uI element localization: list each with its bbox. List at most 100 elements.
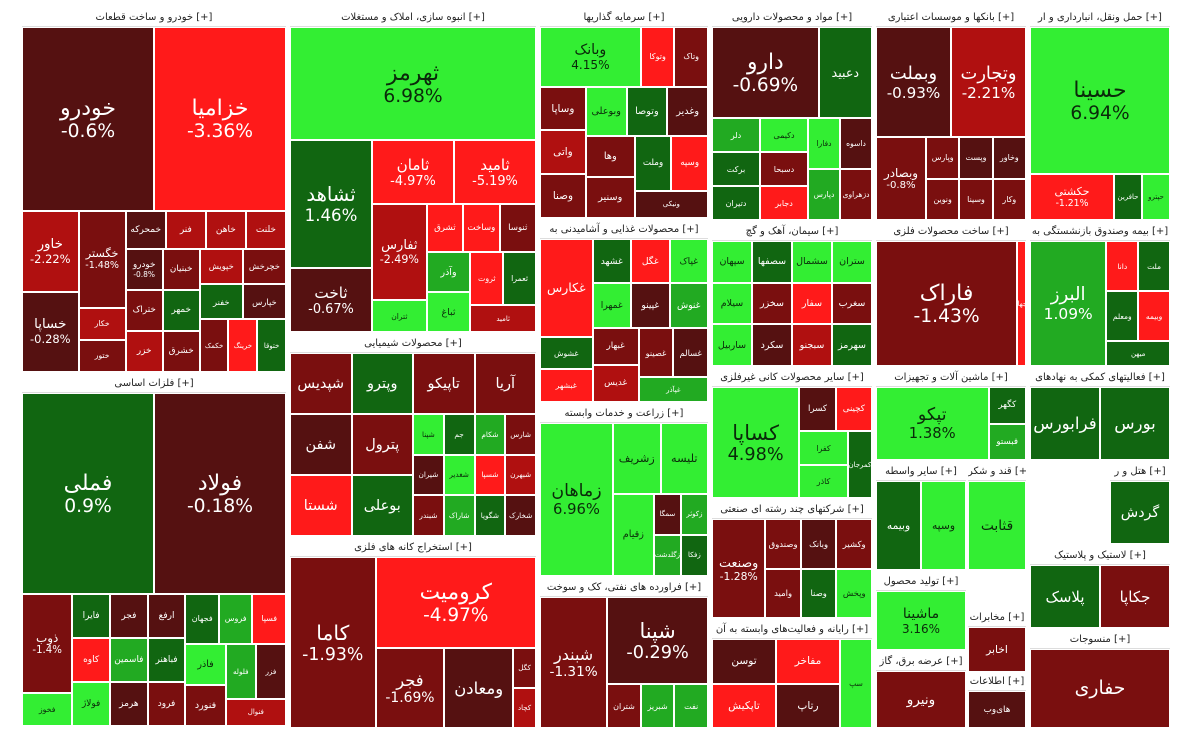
stock-tile[interactable]: حافرین: [1114, 174, 1142, 220]
stock-tile[interactable]: فروس: [218, 594, 253, 644]
stock-tile[interactable]: کفرا: [799, 431, 848, 465]
stock-tile[interactable]: اخابر: [968, 627, 1026, 672]
stock-tile[interactable]: خاهن: [205, 211, 246, 249]
stock-tile[interactable]: غپینو: [631, 283, 670, 328]
sector-header[interactable]: منسوجات [+]: [1030, 632, 1170, 649]
stock-tile[interactable]: فجر -1.69%: [375, 648, 445, 728]
stock-tile[interactable]: حفاری: [1030, 649, 1170, 728]
stock-tile[interactable]: پترول: [351, 414, 413, 475]
stock-tile[interactable]: ثروت: [470, 252, 504, 306]
stock-tile[interactable]: ثنوسا: [499, 204, 536, 253]
stock-tile[interactable]: ونیرو: [876, 671, 966, 728]
stock-tile[interactable]: ومعادن: [444, 648, 514, 728]
sector-header[interactable]: فراورده های نفتی، کک و سوخت [+]: [540, 580, 708, 597]
sector-header[interactable]: تولید محصول [+]: [876, 574, 966, 591]
sector-header[interactable]: لاستیک و پلاستیک [+]: [1030, 548, 1170, 565]
stock-tile[interactable]: غصینو: [638, 327, 674, 378]
stock-tile[interactable]: وبانک 4.15%: [540, 27, 641, 87]
sector-header[interactable]: عرضه برق، گاز [+]: [876, 654, 966, 671]
stock-tile[interactable]: ذوب -1.4%: [22, 594, 73, 693]
stock-tile[interactable]: وها: [585, 135, 635, 177]
stock-tile[interactable]: واميد: [765, 568, 801, 618]
stock-tile[interactable]: زقیام: [613, 493, 654, 576]
stock-tile[interactable]: توسن: [712, 639, 776, 684]
stock-tile[interactable]: ملت: [1138, 241, 1170, 291]
stock-tile[interactable]: سپ: [840, 639, 872, 728]
stock-tile[interactable]: ونیکی: [634, 190, 708, 218]
stock-tile[interactable]: فاسمین: [110, 638, 148, 682]
stock-tile[interactable]: تاپکیش: [712, 683, 776, 728]
stock-tile[interactable]: غکارس: [540, 239, 593, 337]
stock-tile[interactable]: وساخت: [463, 204, 500, 253]
stock-tile[interactable]: کگهر: [988, 387, 1026, 424]
stock-tile[interactable]: تاپیکو: [413, 353, 475, 414]
stock-tile[interactable]: قثابت: [968, 481, 1026, 570]
stock-tile[interactable]: خپویش: [199, 248, 243, 285]
stock-tile[interactable]: فاراک -1.43%: [876, 241, 1018, 366]
stock-tile[interactable]: فباهنر: [147, 638, 186, 682]
sector-header[interactable]: سایر واسطه [+]: [876, 464, 966, 481]
stock-tile[interactable]: فرود: [147, 682, 186, 726]
stock-tile[interactable]: حپترو: [1142, 174, 1170, 220]
stock-tile[interactable]: واتی: [540, 130, 586, 175]
sector-header[interactable]: سایر محصولات کانی غیرفلزی [+]: [712, 370, 872, 387]
stock-tile[interactable]: دپارس: [808, 169, 840, 220]
stock-tile[interactable]: شکام: [474, 414, 506, 455]
stock-tile[interactable]: فبستو: [988, 423, 1026, 460]
stock-tile[interactable]: خرینگ: [228, 319, 258, 372]
stock-tile[interactable]: غسالم: [673, 327, 708, 378]
stock-tile[interactable]: وپخش: [836, 568, 872, 618]
stock-tile[interactable]: ثفارس -2.49%: [372, 204, 427, 301]
stock-tile[interactable]: وصنا: [800, 568, 837, 618]
sector-header[interactable]: مواد و محصولات دارویی [+]: [712, 10, 872, 27]
stock-tile[interactable]: وصنا: [540, 174, 586, 218]
stock-tile[interactable]: وسنیر: [585, 176, 635, 218]
stock-tile[interactable]: زکوثر: [680, 493, 708, 535]
stock-tile[interactable]: وملت: [634, 135, 672, 191]
stock-tile[interactable]: دفارا: [808, 118, 840, 170]
stock-tile[interactable]: نفت: [674, 684, 708, 728]
stock-tile[interactable]: خزامیا -3.36%: [154, 27, 286, 211]
stock-tile[interactable]: سبجنو: [792, 324, 832, 366]
sector-header[interactable]: ساخت محصولات فلزی [+]: [876, 224, 1026, 241]
stock-tile[interactable]: ثامید: [470, 305, 536, 332]
stock-tile[interactable]: کسرا: [799, 387, 836, 432]
stock-tile[interactable]: وساپا: [540, 86, 586, 131]
stock-tile[interactable]: ختوقا: [257, 319, 286, 372]
stock-tile[interactable]: سخزر: [752, 282, 792, 325]
stock-tile[interactable]: خودرو -0.8%: [125, 248, 163, 290]
sector-header[interactable]: ماشین آلات و تجهیزات [+]: [876, 370, 1026, 387]
stock-tile[interactable]: شسپا: [474, 454, 506, 496]
sector-header[interactable]: سرمایه گذاریها [+]: [540, 10, 708, 27]
stock-tile[interactable]: وبصادر -0.8%: [876, 137, 926, 220]
stock-tile[interactable]: دانا: [1106, 241, 1139, 291]
stock-tile[interactable]: فخوز: [22, 693, 73, 726]
stock-tile[interactable]: غبهار: [592, 327, 639, 365]
stock-tile[interactable]: داسوه: [840, 118, 872, 170]
stock-tile[interactable]: دلر: [712, 118, 760, 153]
stock-tile[interactable]: البرز 1.09%: [1030, 241, 1107, 366]
stock-tile[interactable]: وغدیر: [667, 86, 708, 136]
sector-header[interactable]: استخراج کانه های فلزی [+]: [290, 540, 536, 557]
stock-tile[interactable]: بوعلی: [351, 475, 413, 536]
stock-tile[interactable]: ثامان -4.97%: [372, 140, 454, 205]
stock-tile[interactable]: وصندوق: [765, 519, 801, 569]
stock-tile[interactable]: شبندر: [413, 495, 444, 536]
stock-tile[interactable]: خکار: [78, 307, 126, 340]
stock-tile[interactable]: ونوین: [926, 178, 960, 220]
stock-tile[interactable]: وکشیر: [836, 519, 872, 569]
stock-tile[interactable]: سمگا: [653, 493, 681, 535]
stock-tile[interactable]: فنورد: [185, 684, 226, 726]
stock-tile[interactable]: برکت: [712, 152, 760, 187]
stock-tile[interactable]: شاراک: [443, 495, 475, 536]
stock-tile[interactable]: فجهان: [185, 594, 219, 644]
stock-tile[interactable]: وکار: [992, 178, 1026, 220]
stock-tile[interactable]: فرابورس: [1030, 387, 1100, 460]
stock-tile[interactable]: وصنعت -1.28%: [712, 519, 766, 618]
stock-tile[interactable]: وبیمه: [1138, 291, 1170, 341]
stock-tile[interactable]: سکرد: [752, 324, 792, 366]
stock-tile[interactable]: خساپا -0.28%: [22, 291, 79, 372]
stock-tile[interactable]: کچاد: [513, 688, 536, 728]
stock-tile[interactable]: فسپا: [252, 594, 286, 644]
stock-tile[interactable]: جم: [443, 414, 475, 455]
